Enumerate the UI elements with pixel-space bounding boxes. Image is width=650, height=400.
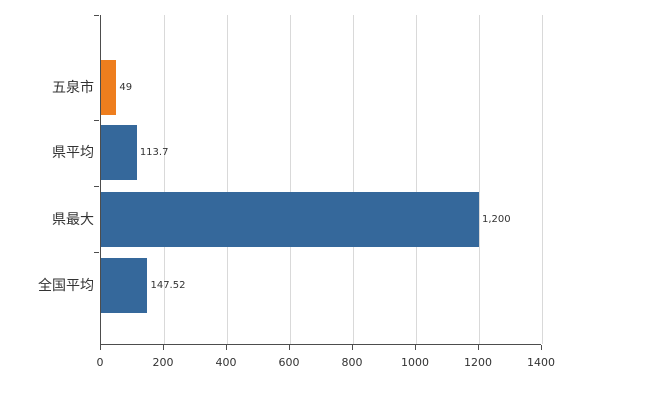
gridline [542,15,543,344]
x-axis-tick-label: 1200 [464,356,492,369]
gridline [227,15,228,344]
gridline [416,15,417,344]
y-axis-tick [94,120,99,121]
x-axis-tick-label: 1400 [527,356,555,369]
x-axis-tick [100,345,101,350]
bar-value-label: 113.7 [139,146,169,158]
gridline [290,15,291,344]
x-axis-tick [415,345,416,350]
y-axis-tick [94,252,99,253]
x-axis-tick-label: 200 [152,356,174,369]
bar-value-label: 1,200 [482,213,511,225]
x-axis-tick [478,345,479,350]
plot-area [100,15,543,345]
x-axis-tick [163,345,164,350]
bar-県平均 [101,125,137,180]
gridline [353,15,354,344]
x-axis-tick-label: 1000 [401,356,429,369]
x-axis-tick-label: 0 [96,356,104,369]
x-axis-tick [541,345,542,350]
category-label: 県最大 [52,211,94,228]
x-axis-tick-label: 800 [341,356,363,369]
bar-全国平均 [101,258,148,313]
x-axis-tick-label: 400 [215,356,237,369]
x-axis-tick [352,345,353,350]
bar-value-label: 49 [119,81,133,93]
x-axis-tick [226,345,227,350]
bar-五泉市 [101,60,117,115]
x-axis-tick [289,345,290,350]
bar-value-label: 147.52 [150,279,186,291]
bar-県最大 [101,192,479,247]
category-label: 五泉市 [52,79,94,96]
gridline [479,15,480,344]
x-axis-tick-label: 600 [278,356,300,369]
category-label: 県平均 [52,144,94,161]
gridline [164,15,165,344]
y-axis-tick [94,15,99,16]
y-axis-tick [94,186,99,187]
category-label: 全国平均 [38,277,94,294]
